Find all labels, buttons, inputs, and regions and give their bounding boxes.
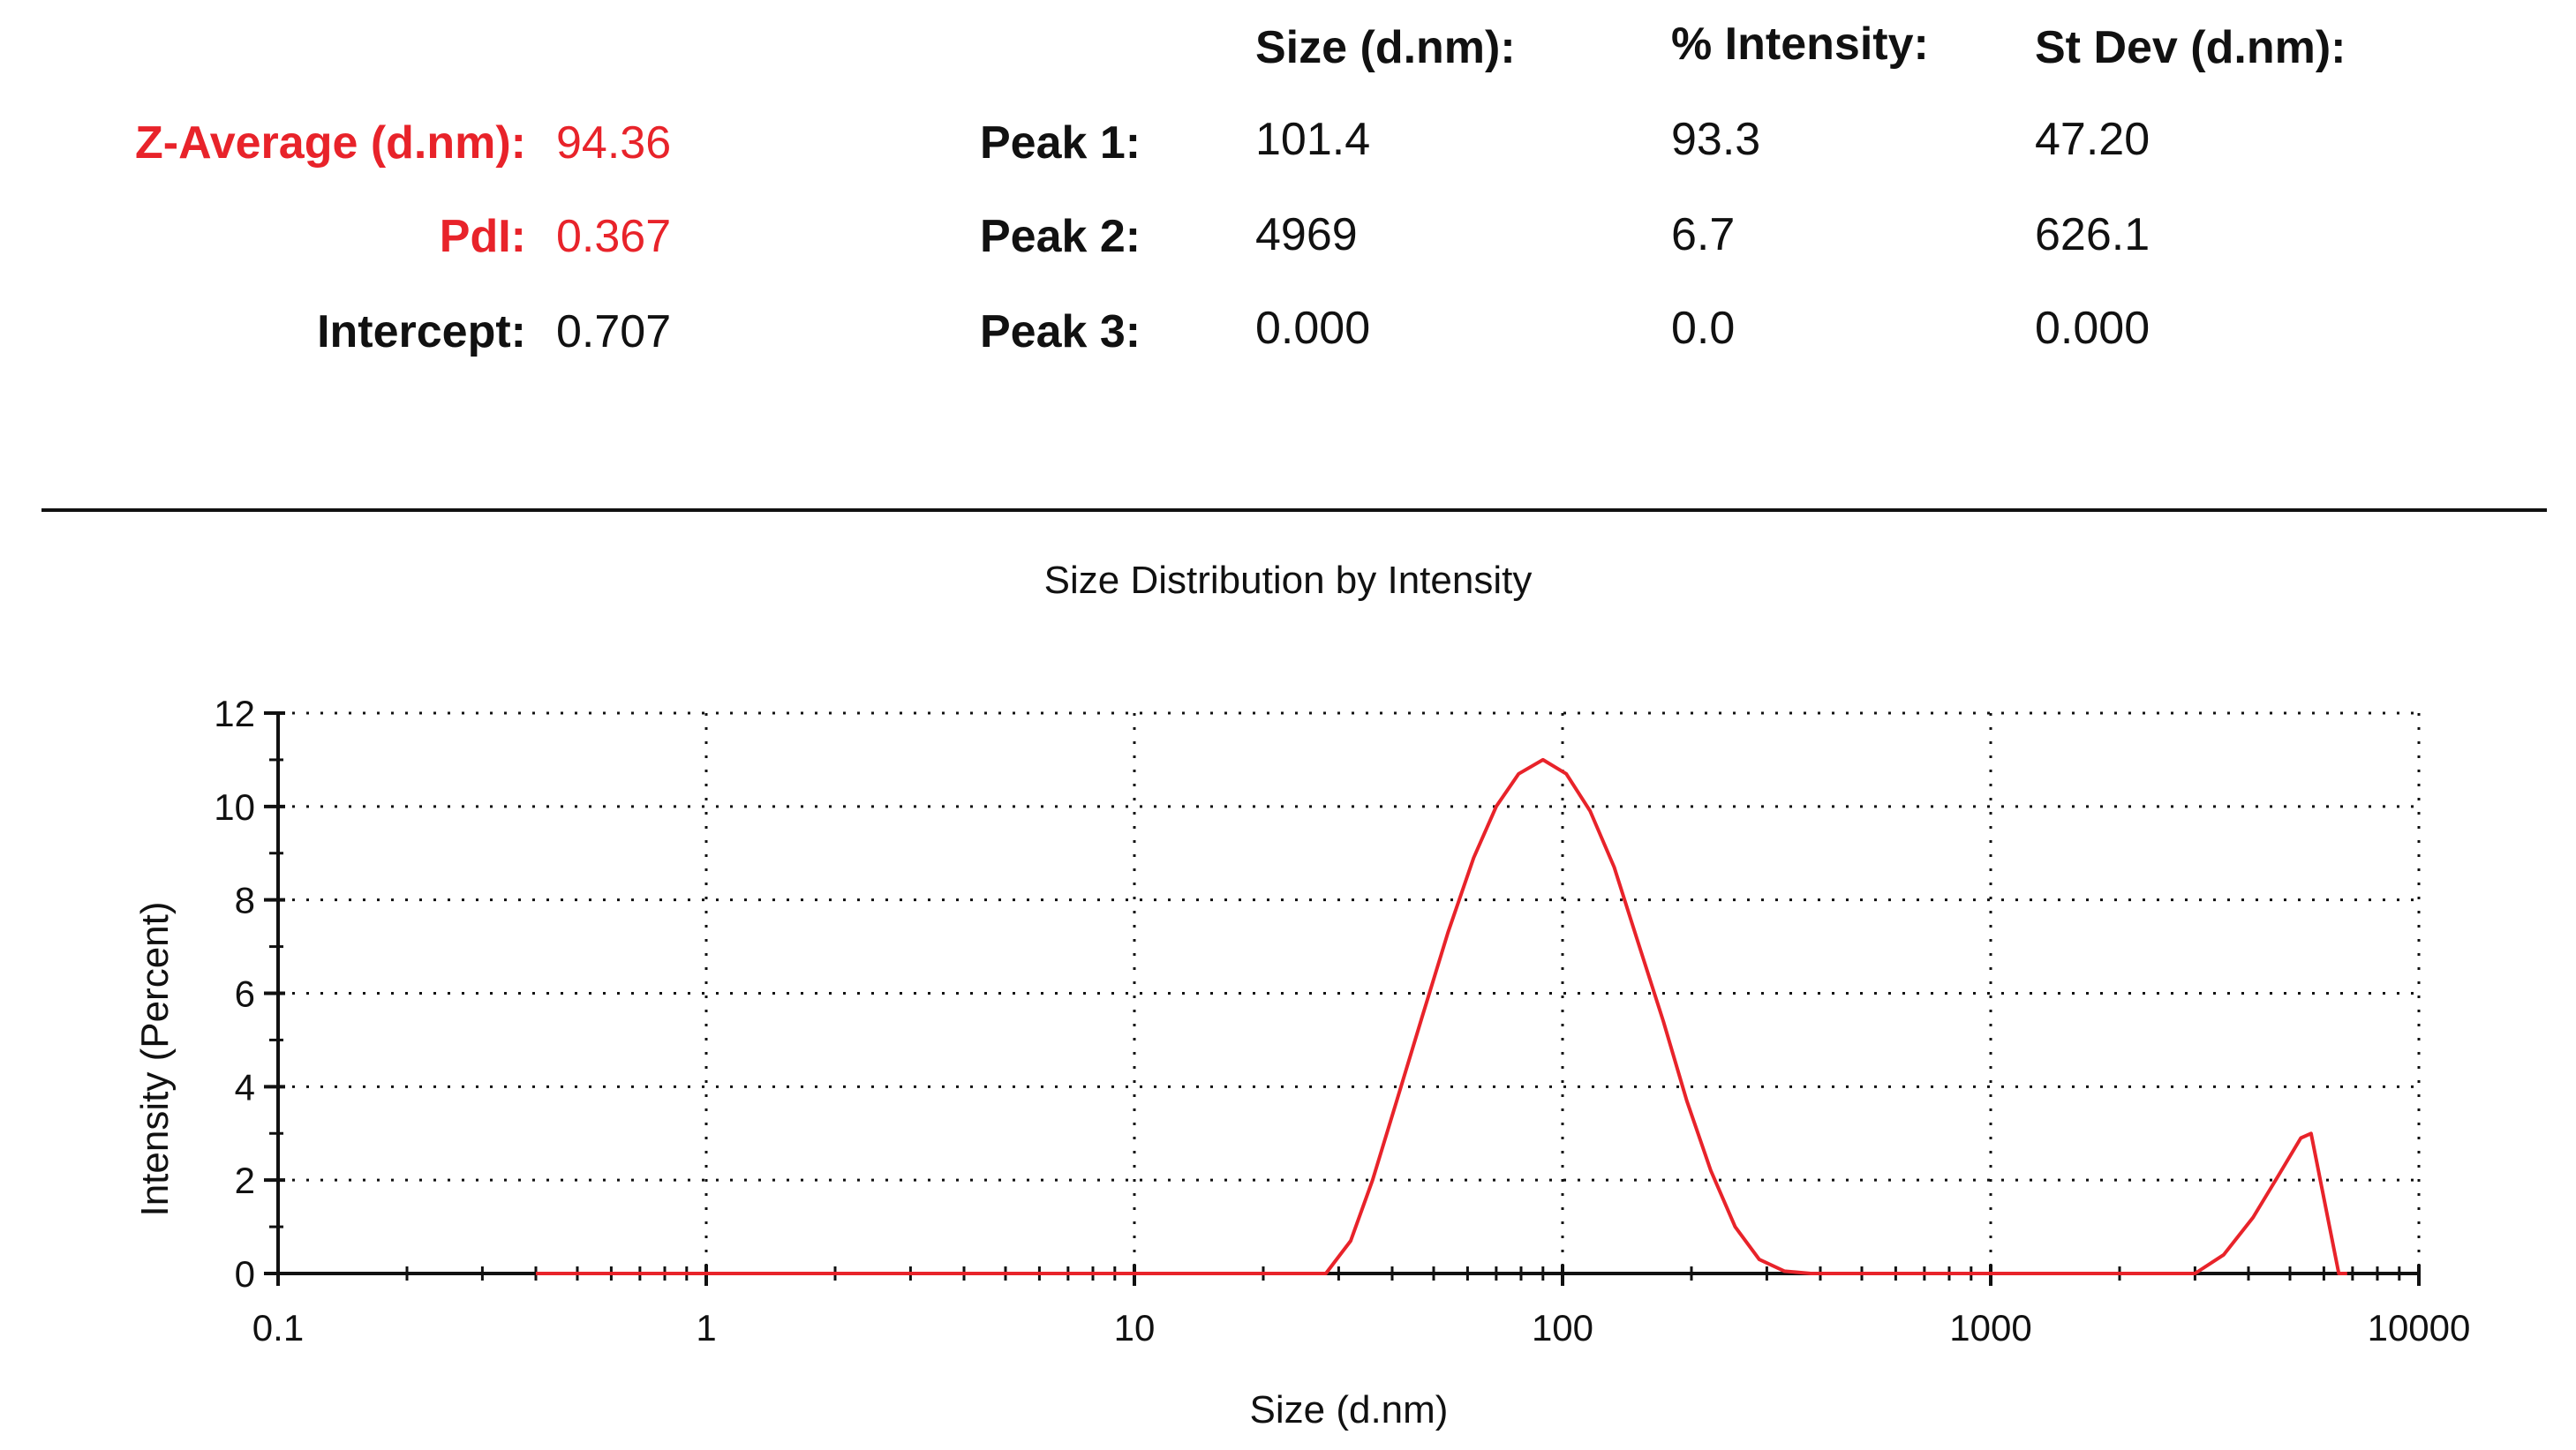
peak-2-stdev: 626.1 [2035, 209, 2150, 260]
peak-1-label: Peak 1: [980, 117, 1141, 169]
y-axis-label: Intensity (Percent) [133, 901, 177, 1216]
peak-3-label: Peak 3: [980, 306, 1141, 357]
y-tick-label: 12 [214, 693, 255, 734]
x-tick-label: 100 [1532, 1307, 1593, 1349]
peak-3-size: 0.000 [1255, 303, 1371, 354]
intercept-label: Intercept: [317, 306, 526, 357]
y-tick-label: 4 [235, 1066, 255, 1108]
peak-3-stdev: 0.000 [2035, 303, 2150, 354]
peak-2-label: Peak 2: [980, 211, 1141, 262]
z-average-value: 94.36 [556, 117, 672, 169]
pdi-value: 0.367 [556, 211, 672, 262]
x-tick-label: 10000 [2368, 1307, 2471, 1349]
x-tick-label: 0.1 [252, 1307, 304, 1349]
y-tick-label: 6 [235, 973, 255, 1015]
peak-2-intensity: 6.7 [1671, 209, 1736, 260]
header-intensity: % Intensity: [1671, 19, 1929, 70]
x-axis-label: Size (d.nm) [1250, 1388, 1449, 1431]
z-average-label: Z-Average (d.nm): [135, 117, 526, 169]
y-tick-label: 10 [214, 786, 255, 828]
header-stdev: St Dev (d.nm): [2035, 22, 2346, 73]
x-tick-label: 10 [1114, 1307, 1156, 1349]
peak-1-intensity: 93.3 [1671, 114, 1761, 165]
y-tick-label: 2 [235, 1160, 255, 1201]
intercept-value: 0.707 [556, 306, 672, 357]
size-distribution-chart: Size Distribution by Intensity Size (d.n… [133, 559, 2471, 1431]
peak-2-size: 4969 [1255, 209, 1358, 260]
chart-title: Size Distribution by Intensity [1044, 559, 1533, 602]
y-tick-label: 0 [235, 1253, 255, 1295]
peak-3-intensity: 0.0 [1671, 303, 1736, 354]
pdi-label: PdI: [439, 211, 526, 262]
header-size: Size (d.nm): [1255, 22, 1516, 73]
peak-1-size: 101.4 [1255, 114, 1371, 165]
x-tick-label: 1 [696, 1307, 716, 1349]
peak-1-stdev: 47.20 [2035, 114, 2150, 165]
section-divider [41, 508, 2547, 512]
intensity-series-line [536, 757, 2347, 1275]
y-tick-label: 8 [235, 880, 255, 921]
x-tick-label: 1000 [1949, 1307, 2031, 1349]
